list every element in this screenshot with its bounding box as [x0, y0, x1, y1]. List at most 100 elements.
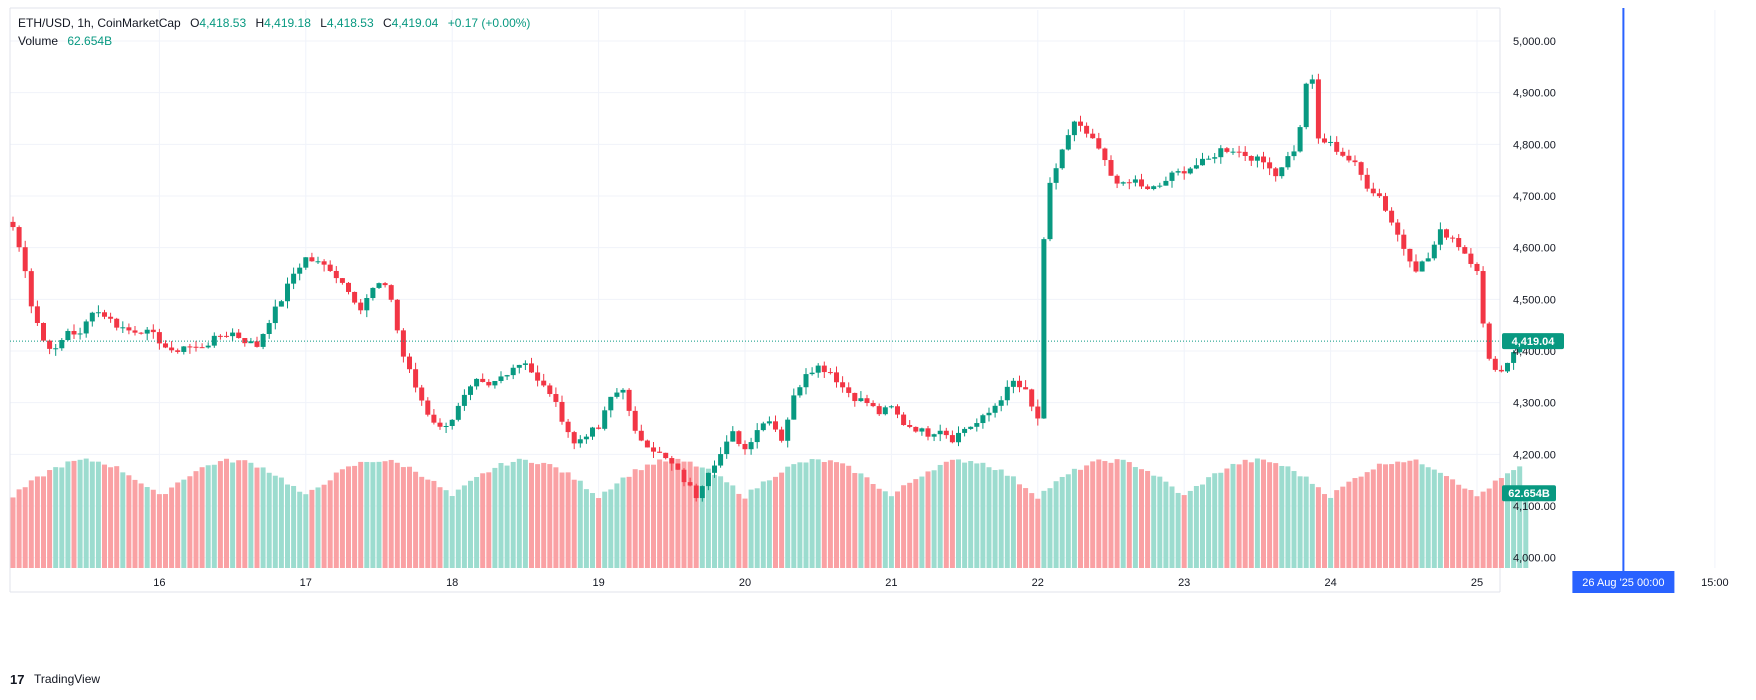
tradingview-brand-name: TradingView — [34, 672, 101, 686]
volume-bar — [1444, 476, 1449, 568]
volume-bar — [1480, 491, 1486, 568]
volume-bar — [1267, 462, 1273, 568]
candle-body — [1322, 138, 1327, 143]
volume-bar — [925, 471, 931, 568]
candle-body — [461, 394, 467, 406]
candle-body — [388, 285, 394, 300]
candle-body — [1267, 162, 1273, 169]
volume-bar — [1407, 460, 1413, 568]
candle-body — [364, 298, 370, 311]
volume-bar — [779, 472, 785, 568]
candle-body — [425, 400, 431, 415]
close-label: C — [382, 16, 392, 30]
candle-body — [907, 425, 913, 427]
candle-body — [516, 364, 522, 368]
volume-bar — [590, 493, 595, 568]
candle-body — [230, 332, 236, 337]
volume-bar — [1328, 497, 1334, 568]
candle-body — [1096, 138, 1102, 149]
candle-body — [242, 338, 248, 344]
low-value: 4,418.53 — [326, 16, 374, 30]
candle-body — [1425, 258, 1431, 262]
volume-bar — [1334, 490, 1340, 568]
volume-bar — [1132, 467, 1138, 568]
candle-body — [736, 431, 742, 444]
candle-body — [712, 465, 717, 473]
candle-body — [339, 278, 345, 283]
volume-bar — [553, 467, 559, 568]
candle-body — [1505, 362, 1510, 372]
candle-body — [169, 347, 175, 351]
candle-body — [108, 316, 114, 319]
candle-body — [376, 283, 382, 288]
chart-legend: ETH/USD, 1h, CoinMarketCap O4,418.53 H4,… — [18, 14, 530, 50]
volume-bar — [339, 469, 345, 568]
volume-bar — [1383, 464, 1388, 568]
candle-body — [1163, 180, 1169, 186]
volume-label: Volume — [18, 34, 59, 48]
volume-bar — [724, 482, 730, 568]
candle-body — [596, 427, 602, 429]
candle-body — [1236, 151, 1242, 153]
candle-body — [1206, 158, 1212, 160]
candle-body — [1017, 380, 1022, 388]
volume-bar — [1395, 461, 1401, 568]
candle-body — [687, 482, 693, 486]
candle-body — [1248, 156, 1254, 161]
tradingview-brand[interactable]: 17 TradingView — [10, 672, 100, 686]
volume-bar — [187, 476, 193, 568]
volume-bar — [1065, 474, 1071, 568]
candle-body — [1498, 369, 1504, 372]
candle-body — [187, 346, 193, 348]
candle-body — [553, 394, 559, 402]
volume-bar — [1492, 480, 1498, 568]
volume-bar — [1004, 475, 1010, 568]
ohlc-legend-row: ETH/USD, 1h, CoinMarketCap O4,418.53 H4,… — [18, 14, 530, 32]
candle-body — [102, 312, 107, 317]
volume-bar — [821, 461, 827, 568]
candle-body — [925, 428, 931, 437]
volume-bar — [992, 470, 998, 568]
volume-bar — [638, 470, 644, 568]
volume-bar — [870, 484, 876, 568]
volume-bar — [217, 461, 223, 568]
volume-bar — [1017, 484, 1022, 568]
candle-body — [1389, 210, 1395, 223]
candle-body — [1352, 160, 1358, 163]
volume-bar — [535, 464, 541, 568]
volume-bar — [266, 472, 272, 568]
volume-bar — [791, 464, 797, 568]
candle-body — [614, 392, 620, 397]
candle-body — [535, 372, 541, 381]
candle-body — [522, 363, 528, 365]
candle-body — [71, 330, 77, 335]
close-value: 4,419.04 — [391, 16, 439, 30]
volume-bar — [529, 462, 534, 568]
axes: 4,000.004,100.004,200.004,300.004,400.00… — [153, 36, 1729, 593]
volume-bar — [907, 482, 913, 568]
volume-bar — [644, 464, 650, 568]
volume-bar — [1212, 473, 1218, 568]
candle-body — [1261, 156, 1266, 163]
candle-body — [394, 299, 400, 331]
volume-bar — [47, 470, 53, 568]
volume-bar — [1462, 488, 1468, 568]
candle-body — [779, 429, 785, 441]
overlays — [10, 8, 1625, 592]
volume-bar — [1218, 472, 1224, 568]
volume-bar — [1370, 469, 1376, 568]
volume-bar — [480, 473, 486, 568]
x-tick-label: 17 — [300, 577, 312, 589]
candle-body — [1132, 179, 1138, 183]
y-tick-label: 5,000.00 — [1513, 36, 1556, 48]
candle-body — [156, 332, 162, 344]
candle-body — [1187, 168, 1193, 174]
volume-bar — [1437, 472, 1443, 568]
volume-bar — [400, 467, 406, 568]
volume-bar — [1450, 479, 1456, 568]
volume-bar — [10, 497, 16, 568]
candle-body — [913, 426, 919, 432]
volume-bar — [632, 469, 638, 568]
volume-bar — [1236, 464, 1242, 568]
